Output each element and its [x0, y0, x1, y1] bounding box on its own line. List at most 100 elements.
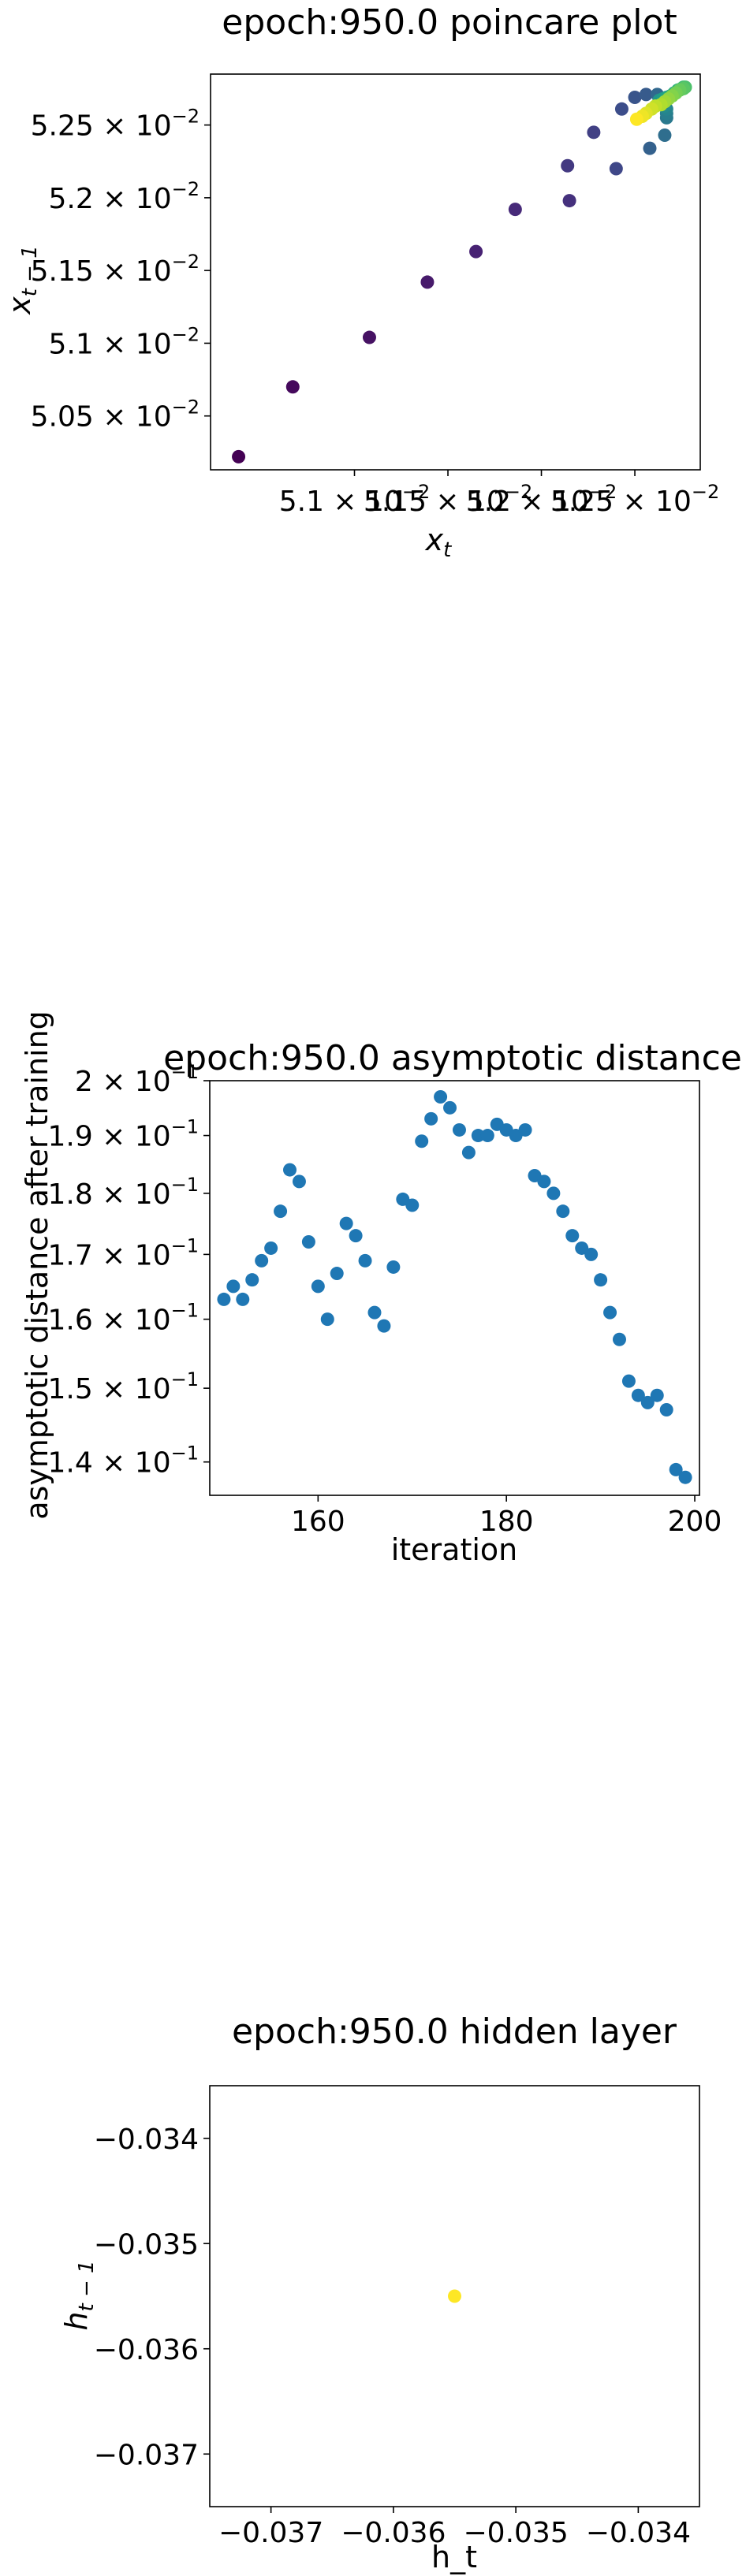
asymptotic-distance-point — [678, 1470, 692, 1484]
asymptotic-distance-point — [292, 1174, 306, 1189]
asymptotic-distance-point — [594, 1273, 608, 1287]
asymptotic-distance-x-ticks: 160 180 200 — [291, 1495, 722, 1538]
asymptotic-distance-point — [650, 1388, 664, 1402]
asymptotic-distance-x-tick-label: 200 — [668, 1506, 722, 1538]
poincare-point — [609, 162, 623, 176]
asymptotic-distance-point — [264, 1241, 278, 1255]
asymptotic-distance-point — [226, 1279, 241, 1294]
asymptotic-distance-point — [274, 1204, 288, 1219]
hidden-layer-x-tick-label: −0.036 — [341, 2517, 446, 2549]
asymptotic-distance-point — [349, 1229, 363, 1243]
poincare-x-tick-label: 5.2 × 10−2 — [466, 481, 617, 518]
asymptotic-distance-point — [434, 1089, 448, 1104]
hidden-layer-title: epoch:950.0 hidden layer — [232, 2012, 677, 2052]
hidden-layer-y-label: ht − 1 — [59, 2260, 99, 2330]
hidden-layer-y-ticks: −0.034 −0.035 −0.036 −0.037 — [94, 2124, 210, 2471]
hidden-layer-plot-frame — [209, 2085, 700, 2507]
poincare-plot-frame — [210, 73, 701, 471]
asymptotic-distance-x-tick-label: 160 — [291, 1506, 345, 1538]
asymptotic-distance-y-tick-label: 1.5 × 10−1 — [47, 1368, 199, 1405]
asymptotic-distance-point — [537, 1174, 551, 1189]
asymptotic-distance-x-tick-label: 180 — [479, 1506, 534, 1538]
asymptotic-distance-point — [612, 1332, 626, 1346]
poincare-x-tick-label: 5.15 × 10−2 — [364, 481, 532, 518]
asymptotic-distance-chart: epoch:950.0 asymptotic distance 160 180 20… — [20, 1011, 742, 1567]
hidden-layer-chart: epoch:950.0 hidden layer −0.037 −0.036 −0.… — [59, 2012, 700, 2574]
poincare-y-tick-label: 5.25 × 10−2 — [31, 106, 200, 143]
poincare-point — [628, 91, 642, 105]
poincare-x-ticks: 5.1 × 10−25.15 × 10−25.2 × 10−25.25 × 10… — [279, 470, 719, 518]
asymptotic-distance-point — [245, 1273, 259, 1287]
asymptotic-distance-point — [669, 1462, 683, 1476]
poincare-y-tick-label: 5.05 × 10−2 — [31, 396, 200, 434]
hidden-layer-y-tick-label: −0.035 — [94, 2228, 199, 2261]
asymptotic-distance-point — [575, 1241, 589, 1255]
asymptotic-distance-point — [311, 1279, 325, 1294]
poincare-point — [639, 87, 653, 102]
poincare-point — [232, 449, 246, 463]
asymptotic-distance-point — [358, 1253, 372, 1268]
hidden-layer-points — [448, 2289, 461, 2303]
poincare-point — [508, 203, 522, 217]
poincare-point — [562, 194, 576, 208]
asymptotic-distance-y-tick-label: 1.8 × 10−1 — [47, 1174, 199, 1211]
asymptotic-distance-point — [386, 1260, 401, 1274]
asymptotic-distance-point — [339, 1216, 353, 1230]
svg-text:xt: xt — [425, 523, 453, 562]
asymptotic-distance-y-tick-label: 2 × 10−1 — [75, 1061, 199, 1098]
asymptotic-distance-point — [546, 1186, 561, 1201]
asymptotic-distance-point — [556, 1204, 570, 1219]
poincare-y-tick-label: 5.1 × 10−2 — [48, 323, 200, 360]
asymptotic-distance-point — [330, 1267, 344, 1281]
poincare-point — [614, 102, 629, 116]
asymptotic-distance-point — [424, 1111, 438, 1126]
asymptotic-distance-point — [443, 1100, 457, 1115]
asymptotic-distance-point — [518, 1122, 532, 1137]
asymptotic-distance-title: epoch:950.0 asymptotic distance — [163, 1038, 742, 1078]
hidden-layer-y-tick-label: −0.037 — [94, 2439, 199, 2471]
asymptotic-distance-point — [584, 1247, 599, 1261]
poincare-y-tick-label: 5.15 × 10−2 — [31, 251, 200, 288]
svg-text:ht − 1: ht − 1 — [59, 2260, 99, 2330]
asymptotic-distance-point — [415, 1134, 429, 1148]
asymptotic-distance-point — [283, 1163, 297, 1177]
poincare-y-tick-label: 5.2 × 10−2 — [48, 178, 200, 215]
asymptotic-distance-y-tick-label: 1.4 × 10−1 — [47, 1442, 199, 1480]
asymptotic-distance-point — [480, 1129, 494, 1143]
asymptotic-distance-x-label: iteration — [391, 1532, 518, 1567]
poincare-chart: epoch:950.0 poincare plot 5.1 × 10−25.15… — [2, 2, 719, 562]
asymptotic-distance-point — [603, 1305, 617, 1320]
asymptotic-distance-y-tick-label: 1.6 × 10−1 — [47, 1300, 199, 1337]
hidden-layer-y-tick-label: −0.036 — [94, 2334, 199, 2366]
asymptotic-distance-point — [217, 1292, 231, 1306]
asymptotic-distance-point — [452, 1122, 466, 1137]
poincare-y-ticks: 5.05 × 10−2 5.1 × 10−2 5.15 × 10−2 5.2 × 10… — [31, 106, 211, 434]
hidden-layer-x-tick-label: −0.034 — [586, 2517, 691, 2549]
poincare-x-tick-label: 5.1 × 10−2 — [279, 481, 431, 518]
poincare-x-label: xt — [425, 523, 453, 562]
asymptotic-distance-y-label: asymptotic distance after training — [20, 1011, 54, 1520]
asymptotic-distance-plot-frame — [209, 1080, 700, 1496]
poincare-y-label: xt − 1 — [2, 245, 42, 315]
hidden-layer-x-tick-label: −0.037 — [218, 2517, 323, 2549]
poincare-point — [561, 158, 575, 173]
asymptotic-distance-point — [631, 1388, 645, 1402]
asymptotic-distance-point — [255, 1253, 269, 1268]
hidden-layer-x-ticks: −0.037 −0.036 −0.035 −0.034 — [218, 2507, 691, 2549]
poincare-point — [658, 128, 672, 143]
hidden-layer-x-tick-label: −0.035 — [464, 2517, 569, 2549]
poincare-point — [643, 141, 657, 155]
asymptotic-distance-point — [320, 1312, 334, 1327]
asymptotic-distance-point — [471, 1129, 485, 1143]
asymptotic-distance-point — [301, 1235, 315, 1249]
asymptotic-distance-point — [461, 1145, 476, 1160]
poincare-point — [285, 380, 300, 394]
poincare-points — [232, 80, 692, 463]
asymptotic-distance-point — [367, 1305, 382, 1320]
asymptotic-distance-y-tick-label: 1.7 × 10−1 — [47, 1234, 199, 1271]
poincare-point — [362, 330, 376, 344]
asymptotic-distance-point — [565, 1229, 580, 1243]
asymptotic-distance-y-tick-label: 1.9 × 10−1 — [47, 1116, 199, 1153]
poincare-point — [587, 125, 601, 140]
